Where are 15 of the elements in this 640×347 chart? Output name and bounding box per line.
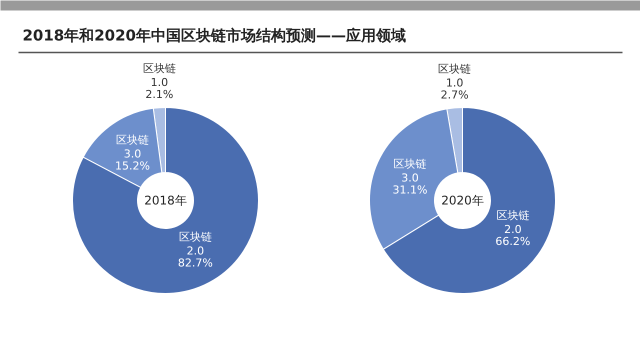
slice-label: 区块链 2.0 bbox=[496, 209, 530, 236]
data-label: 15.2% bbox=[115, 160, 150, 173]
slice-label: 区块链 2.0 bbox=[178, 230, 212, 258]
slice-label: 区块链 1.0 bbox=[438, 62, 472, 90]
text: 2020年 bbox=[441, 194, 484, 208]
chart-title: 2018年和2020年中国区块链市场结构预测——应用领域 bbox=[22, 26, 406, 44]
text: 2018年 bbox=[144, 194, 187, 208]
data-label: 2.7% bbox=[440, 88, 469, 102]
slice-label: 区块链 1.0 bbox=[142, 62, 176, 90]
data-label: 31.1% bbox=[392, 183, 428, 196]
data-label: 66.2% bbox=[495, 235, 530, 248]
slice-label: 区块链 3.0 bbox=[393, 157, 426, 184]
data-label: 2.1% bbox=[145, 88, 174, 102]
slice-label: 区块链 3.0 bbox=[116, 134, 149, 161]
data-label: 82.7% bbox=[178, 256, 213, 270]
